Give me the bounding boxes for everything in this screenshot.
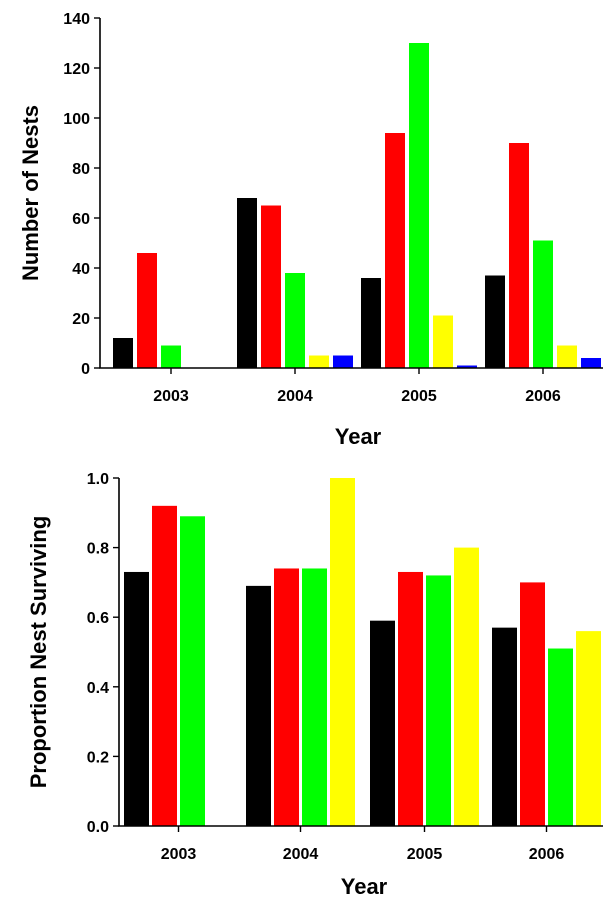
nests-x-tick-label-2004: 2004 [277,388,313,405]
nests-bar-2004-s1 [237,198,257,368]
survival-axes [118,478,603,827]
nests-bar-2005-s4 [433,315,453,368]
nests-bar-2003-s2 [137,253,157,368]
nests-y-tick-label: 40 [72,261,90,278]
nests-bar-2005-s5 [457,365,477,368]
survival-x-tick-label-2003: 2003 [161,846,197,863]
nests-bar-2004-s3 [285,273,305,368]
survival-bar-2004-s1 [246,585,271,826]
nests-bar-2006-s3 [533,240,553,368]
nests-bar-2005-s3 [409,43,429,368]
nests-y-tick-label: 140 [63,11,90,28]
survival-bar-2006-s4 [576,631,601,826]
survival-y-tick-label: 0.4 [87,680,109,697]
survival-x-axis-title: Year [341,874,388,899]
nests-bar-2004-s4 [309,355,329,368]
survival-bar-2005-s1 [370,620,395,826]
nests-axes [99,18,603,369]
survival-y-tick-label: 0.2 [87,749,109,766]
survival-x-tick-label-2004: 2004 [283,846,319,863]
nests-bar-2005-s2 [385,133,405,368]
nests-y-tick-label: 0 [81,361,90,378]
survival-x-ticks: 2003 2004 2005 2006 [161,826,565,863]
nests-bar-2004-s5 [333,355,353,368]
survival-y-tick-label: 0.8 [87,541,109,558]
survival-x-tick-label-2005: 2005 [407,846,443,863]
survival-bar-2005-s4 [454,547,479,826]
survival-bar-2003-s1 [124,571,149,826]
nests-bar-2004-s2 [261,205,281,368]
survival-y-axis-title: Proportion Nest Surviving [26,516,51,789]
nests-bar-2006-s4 [557,345,577,368]
survival-y-tick-label: 0.6 [87,610,109,627]
nests-x-tick-label-2006: 2006 [525,388,561,405]
nests-y-tick-label: 120 [63,61,90,78]
survival-bar-2005-s2 [398,571,423,826]
nests-bar-2005-s1 [361,278,381,368]
survival-bar-2004-s3 [302,568,327,826]
nests-bar-2006-s1 [485,275,505,368]
nests-y-ticks: 0 20 40 60 80 100 120 140 [63,11,100,378]
survival-bar-2003-s2 [152,505,177,826]
nests-y-tick-label: 80 [72,161,90,178]
survival-y-tick-label: 1.0 [87,471,109,488]
nests-bar-chart: 0 20 40 60 80 100 120 140 2003 2004 2005 2006 Year… [18,11,603,449]
nests-y-tick-label: 20 [72,311,90,328]
nests-bar-2003-s1 [113,338,133,368]
survival-bar-2006-s3 [548,648,573,826]
nests-bars [113,43,601,368]
nests-y-tick-label: 100 [63,111,90,128]
survival-bar-2004-s4 [330,478,355,826]
survival-bar-2006-s1 [492,627,517,826]
survival-bars [124,478,601,826]
survival-bar-2006-s2 [520,582,545,826]
nests-x-ticks: 2003 2004 2005 2006 [153,368,561,405]
survival-bar-2004-s2 [274,568,299,826]
nests-y-axis-title: Number of Nests [18,105,43,281]
nests-bar-2006-s2 [509,143,529,368]
nests-y-tick-label: 60 [72,211,90,228]
survival-bar-2005-s3 [426,575,451,826]
nests-bar-2006-s5 [581,358,601,368]
nests-x-tick-label-2005: 2005 [401,388,437,405]
survival-bar-chart: 0.0 0.2 0.4 0.6 0.8 1.0 2003 2004 2005 2006 Year… [26,471,603,899]
nests-x-tick-label-2003: 2003 [153,388,189,405]
nests-bar-2003-s3 [161,345,181,368]
survival-bar-2003-s3 [180,516,205,826]
survival-y-ticks: 0.0 0.2 0.4 0.6 0.8 1.0 [87,471,119,836]
survival-y-tick-label: 0.0 [87,819,109,836]
nests-x-axis-title: Year [335,424,382,449]
survival-x-tick-label-2006: 2006 [529,846,565,863]
